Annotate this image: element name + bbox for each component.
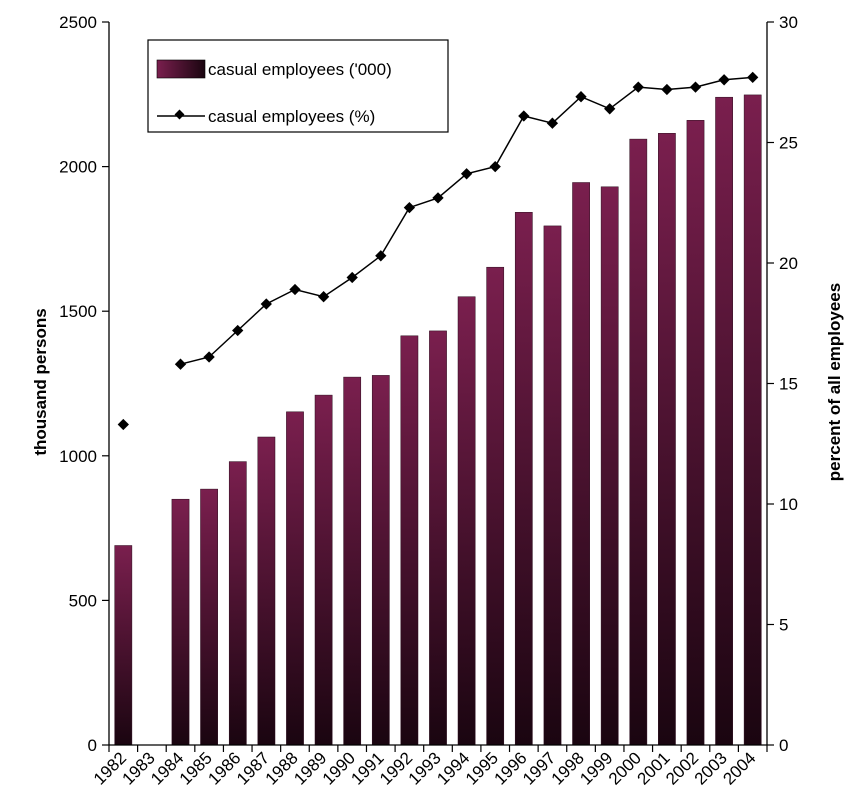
bar-2000 xyxy=(629,138,648,746)
bar-1993 xyxy=(429,330,447,746)
legend-bar-swatch xyxy=(156,59,206,79)
line-point-2004 xyxy=(747,71,759,84)
line-point-1982 xyxy=(117,418,129,431)
y2-axis-title: percent of all employees xyxy=(825,283,844,481)
legend: casual employees ('000) casual employees… xyxy=(147,39,449,133)
line-point-2000 xyxy=(632,81,644,93)
y-tick-label: 1500 xyxy=(59,302,97,321)
y2-tick-label: 20 xyxy=(779,254,798,273)
y-tick-label: 500 xyxy=(69,591,97,610)
bar-1990 xyxy=(343,376,362,746)
bar-1999 xyxy=(600,186,619,746)
bar-1991 xyxy=(371,375,390,746)
line-point-2002 xyxy=(689,81,702,93)
line-point-1984 xyxy=(174,358,187,370)
bar-2003 xyxy=(715,96,733,746)
y-tick-label: 0 xyxy=(88,736,97,755)
bar-1997 xyxy=(543,225,562,746)
legend-line-marker xyxy=(174,109,185,120)
bar-1994 xyxy=(457,296,476,746)
line-point-1991 xyxy=(375,250,387,262)
bar-1996 xyxy=(514,212,533,746)
legend-bar-label: casual employees ('000) xyxy=(208,60,392,79)
y-tick-label: 1000 xyxy=(59,447,97,466)
y2-tick-label: 5 xyxy=(779,616,788,635)
line-point-1988 xyxy=(289,283,301,296)
x-tick-label-2004: 2004 xyxy=(719,748,759,788)
bar-2004 xyxy=(743,94,762,746)
y2-tick-label: 0 xyxy=(779,736,788,755)
line-point-1985 xyxy=(203,351,215,363)
bar-1985 xyxy=(200,488,218,746)
y2-tick-label: 15 xyxy=(779,375,798,394)
bar-2002 xyxy=(686,120,705,746)
y2-tick-label: 25 xyxy=(779,134,798,153)
legend-line-label: casual employees (%) xyxy=(208,107,375,126)
bar-series xyxy=(114,94,762,746)
bar-1989 xyxy=(314,394,333,746)
bar-1998 xyxy=(572,182,590,746)
bar-1986 xyxy=(228,461,247,746)
y2-tick-label: 10 xyxy=(779,495,798,514)
line-point-2003 xyxy=(718,74,730,86)
bar-1992 xyxy=(400,335,419,746)
bar-1995 xyxy=(486,266,505,746)
bar-1987 xyxy=(257,436,276,746)
bar-1982 xyxy=(114,545,133,746)
line-point-1995 xyxy=(489,160,501,173)
line-point-1996 xyxy=(518,110,530,122)
y2-tick-label: 30 xyxy=(779,13,798,32)
line-point-2001 xyxy=(661,83,673,96)
y-tick-label: 2000 xyxy=(59,158,97,177)
line-point-1989 xyxy=(317,291,330,303)
y-axis-title: thousand persons xyxy=(31,308,50,455)
line-point-1987 xyxy=(260,298,272,310)
y-tick-label: 2500 xyxy=(59,13,97,32)
bar-1984 xyxy=(171,498,190,746)
line-point-1986 xyxy=(232,324,244,337)
line-point-1992 xyxy=(403,201,416,214)
line-point-1999 xyxy=(604,103,616,115)
bar-2001 xyxy=(658,133,676,746)
line-point-1994 xyxy=(460,168,473,180)
line-point-1993 xyxy=(432,192,444,204)
line-point-1990 xyxy=(346,271,358,284)
bar-1988 xyxy=(286,411,304,746)
